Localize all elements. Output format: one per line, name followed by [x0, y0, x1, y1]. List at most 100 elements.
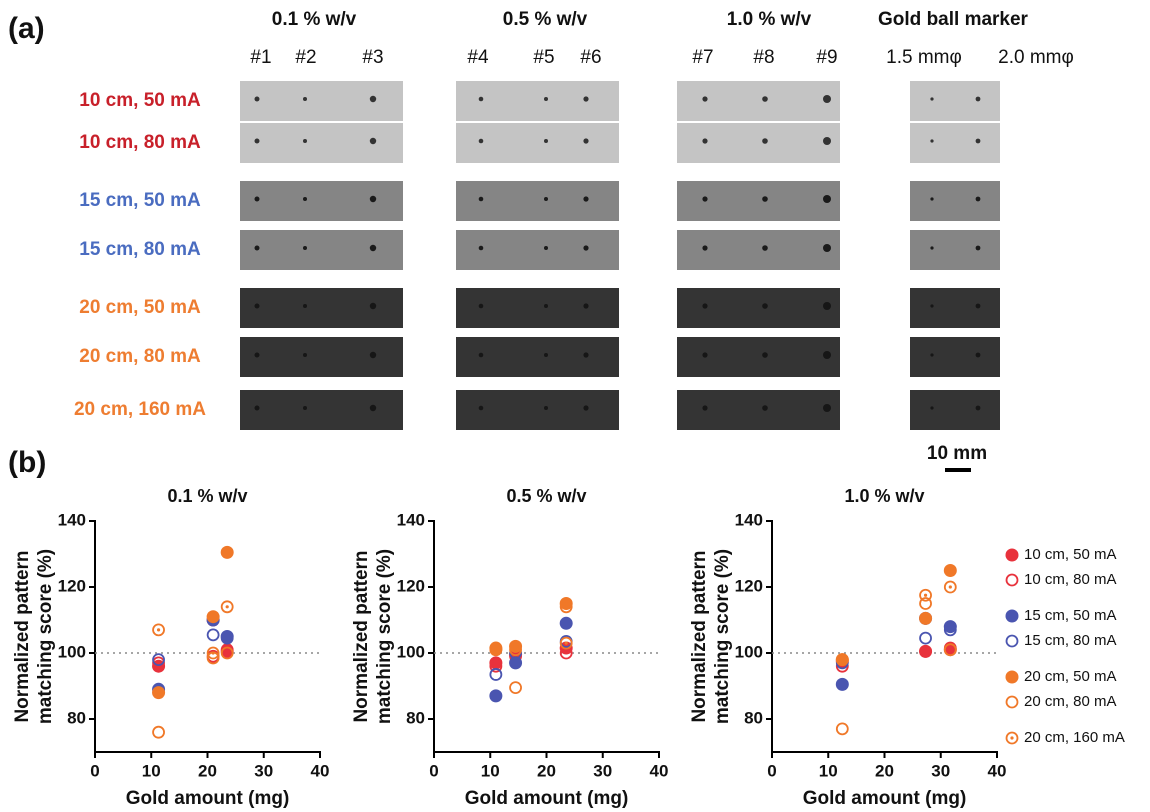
legend-label: 20 cm, 160 mA	[1024, 729, 1125, 746]
sample-label: #7	[692, 47, 713, 68]
marker-spot	[478, 303, 484, 309]
marker-spot	[975, 245, 981, 251]
point	[919, 644, 933, 658]
x-tick-label: 20	[198, 761, 217, 780]
marker-spot	[975, 138, 981, 144]
marker-spot	[762, 405, 768, 411]
marker-spot	[823, 404, 831, 412]
xray-image	[910, 337, 1000, 377]
xray-image	[240, 288, 403, 328]
marker-spot	[303, 139, 307, 143]
xray-image	[677, 123, 840, 163]
point-ring	[943, 580, 957, 594]
point	[559, 616, 573, 630]
marker-spot	[823, 302, 831, 310]
point-center	[564, 641, 568, 645]
point-fill	[943, 564, 957, 577]
column-header: Gold ball marker	[878, 9, 1029, 30]
point-center	[1010, 736, 1014, 740]
row-label: 10 cm, 80 mA	[79, 132, 201, 153]
marker-spot	[303, 406, 307, 410]
marker-spot	[369, 244, 377, 252]
marker-spot	[544, 246, 548, 250]
sample-label: #5	[533, 47, 554, 68]
point-ring	[489, 659, 503, 673]
row-label: 15 cm, 50 mA	[79, 190, 201, 211]
point-fill	[489, 689, 503, 703]
marker-spot	[975, 405, 981, 411]
marker-spot	[583, 196, 589, 202]
point	[206, 628, 220, 642]
y-axis-label: matching score (%)	[712, 549, 733, 724]
row-label: 20 cm, 50 mA	[79, 297, 201, 318]
y-tick-label: 80	[67, 708, 86, 727]
point-ring	[919, 588, 932, 602]
xray-image	[240, 390, 403, 430]
xray-image	[910, 288, 1000, 328]
marker-spot	[583, 138, 589, 144]
point	[152, 725, 165, 739]
xray-image	[456, 181, 619, 221]
marker-spot	[478, 352, 484, 358]
marker-spot	[762, 196, 768, 202]
legend-label: 15 cm, 50 mA	[1024, 607, 1117, 624]
marker-spot	[583, 303, 589, 309]
point-fill	[509, 656, 523, 670]
xray-image	[910, 123, 1000, 163]
point	[943, 620, 957, 634]
sample-label: 2.0 mmφ	[998, 47, 1074, 68]
marker-spot	[303, 97, 307, 101]
point-ring	[835, 653, 849, 666]
point-ring	[919, 631, 932, 645]
legend-marker	[1005, 609, 1019, 623]
point	[220, 646, 234, 660]
point	[489, 668, 503, 681]
point-ring	[152, 653, 165, 666]
marker-spot	[930, 406, 934, 410]
point-fill	[559, 597, 573, 610]
xray-image	[910, 81, 1000, 121]
point	[559, 636, 573, 650]
marker-spot	[369, 351, 377, 359]
point	[943, 580, 957, 594]
marker-spot	[583, 352, 589, 358]
point	[559, 597, 573, 610]
marker-spot	[762, 352, 768, 358]
x-axis-label: Gold amount (mg)	[803, 788, 967, 809]
point-ring	[489, 668, 503, 681]
sample-label: #6	[580, 47, 601, 68]
point-ring	[220, 646, 234, 660]
point	[509, 656, 523, 670]
marker-spot	[254, 405, 260, 411]
point-ring	[152, 725, 165, 739]
marker-spot	[369, 404, 377, 412]
x-tick-label: 20	[537, 761, 556, 780]
point	[919, 597, 932, 610]
marker-spot	[478, 138, 484, 144]
point-ring	[206, 646, 220, 660]
point	[220, 600, 234, 614]
xray-image	[240, 123, 403, 163]
marker-spot	[544, 304, 548, 308]
point-center	[225, 605, 229, 609]
marker-spot	[823, 195, 831, 203]
point-center	[494, 648, 498, 652]
marker-spot	[583, 405, 589, 411]
row-label: 10 cm, 50 mA	[79, 90, 201, 111]
point	[489, 643, 503, 657]
marker-spot	[369, 95, 377, 103]
marker-spot	[930, 304, 934, 308]
legend-label: 15 cm, 80 mA	[1024, 632, 1117, 649]
marker-spot	[702, 303, 708, 309]
marker-spot	[930, 97, 934, 101]
xray-image	[677, 181, 840, 221]
legend-marker	[1005, 731, 1019, 745]
y-axis-label: Normalized pattern	[351, 550, 372, 722]
marker-spot	[544, 97, 548, 101]
point	[943, 564, 957, 577]
point-ring	[220, 600, 234, 614]
point-ring	[152, 656, 165, 670]
column-header: 0.1 % w/v	[272, 9, 357, 30]
sample-label: #3	[362, 47, 383, 68]
legend-label: 20 cm, 50 mA	[1024, 668, 1117, 685]
